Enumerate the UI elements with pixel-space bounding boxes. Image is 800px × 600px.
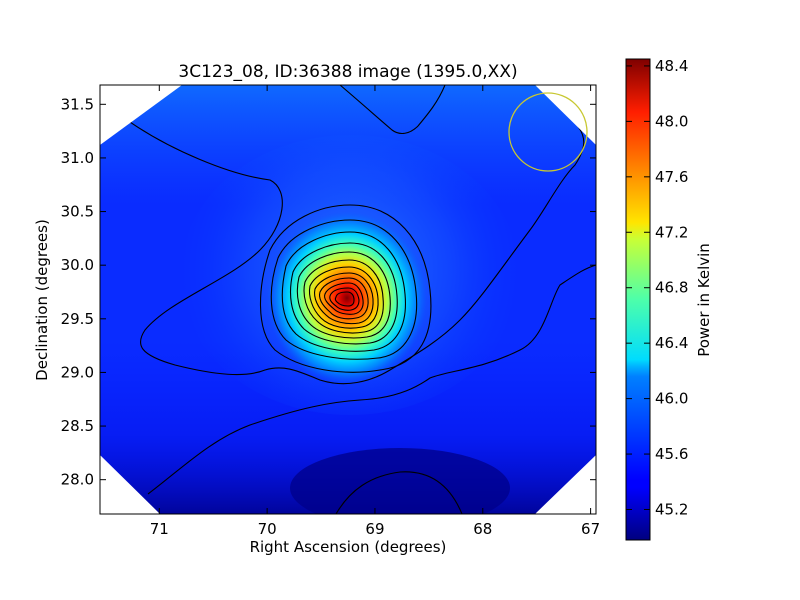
colorbar-tick-label: 48.4	[655, 57, 688, 75]
y-tick-label: 30.5	[61, 203, 94, 221]
colorbar-tick-label: 45.2	[655, 501, 688, 519]
x-axis-label: Right Ascension (degrees)	[250, 538, 447, 556]
y-tick-label: 29.0	[61, 363, 94, 381]
colorbar-ticks: 45.2 45.6 46.0 46.4 46.8 47.2 47.6 48.0 48.4	[626, 57, 688, 519]
colorbar-tick-label: 48.0	[655, 112, 688, 130]
chart-title: 3C123_08, ID:36388 image (1395.0,XX)	[178, 62, 517, 82]
colorbar-label: Power in Kelvin	[695, 243, 713, 357]
x-tick-label: 71	[150, 520, 169, 538]
y-tick-label: 28.5	[61, 417, 94, 435]
x-tick-label: 67	[581, 520, 600, 538]
colorbar-tick-label: 46.8	[655, 279, 688, 297]
colorbar-tick-label: 46.4	[655, 334, 688, 352]
colorbar-tick-label: 47.2	[655, 223, 688, 241]
contour-lines	[126, 85, 596, 514]
y-tick-label: 29.5	[61, 310, 94, 328]
y-tick-label: 31.0	[61, 149, 94, 167]
colorbar-tick-label: 45.6	[655, 445, 688, 463]
y-tick-label: 28.0	[61, 471, 94, 489]
y-axis-label: Declination (degrees)	[33, 219, 51, 381]
plot-frame	[99, 84, 597, 515]
heatmap-image	[100, 85, 596, 514]
x-axis: 71 70 69 68 67	[150, 85, 600, 538]
masked-corners	[100, 85, 596, 514]
colorbar-tick-label: 47.6	[655, 168, 688, 186]
x-tick-label: 69	[365, 520, 384, 538]
x-tick-label: 68	[473, 520, 492, 538]
y-tick-label: 31.5	[61, 95, 94, 113]
y-tick-label: 30.0	[61, 256, 94, 274]
colorbar-gradient	[625, 58, 651, 541]
x-tick-label: 70	[258, 520, 277, 538]
beam-marker-circle	[508, 92, 588, 172]
colorbar: 45.2 45.6 46.0 46.4 46.8 47.2 47.6 48.0 48.4 Pow…	[625, 57, 713, 541]
colorbar-tick-label: 46.0	[655, 390, 688, 408]
y-axis: 28.0 28.5 29.0 29.5 30.0 30.5 31.0 31.5	[61, 95, 596, 489]
